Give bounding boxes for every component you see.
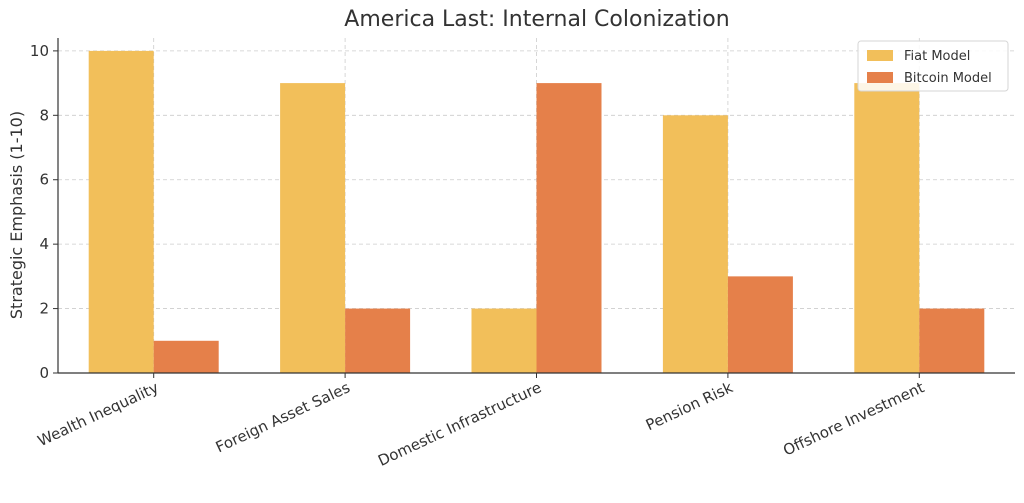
legend-label-fiat-model: Fiat Model bbox=[904, 49, 970, 64]
bar-fiat-model bbox=[280, 83, 346, 373]
y-tick-label: 0 bbox=[39, 364, 49, 382]
bar-fiat-model bbox=[662, 115, 728, 374]
bars bbox=[88, 50, 985, 374]
legend-label-bitcoin-model: Bitcoin Model bbox=[904, 71, 992, 86]
bar-bitcoin-model bbox=[727, 276, 793, 373]
legend-swatch-fiat-model bbox=[867, 50, 893, 61]
x-tick-label: Pension Risk bbox=[643, 378, 736, 434]
bar-bitcoin-model bbox=[345, 308, 411, 373]
y-tick-label: 4 bbox=[39, 235, 49, 253]
legend-swatch-bitcoin-model bbox=[867, 72, 893, 83]
y-tick-label: 8 bbox=[39, 106, 49, 124]
x-tick-label: Offshore Investment bbox=[780, 378, 927, 459]
bar-fiat-model bbox=[88, 50, 154, 374]
bar-bitcoin-model bbox=[153, 340, 219, 373]
bar-fiat-model bbox=[854, 83, 920, 373]
x-tick-label: Domestic Infrastructure bbox=[375, 378, 544, 470]
y-tick-label: 10 bbox=[30, 42, 49, 60]
bar-bitcoin-model bbox=[919, 308, 985, 373]
x-tick-label: Wealth Inequality bbox=[35, 378, 162, 450]
y-tick-label: 6 bbox=[39, 171, 49, 189]
y-axis-label: Strategic Emphasis (1-10) bbox=[7, 111, 26, 319]
bar-fiat-model bbox=[471, 308, 537, 373]
y-tick-label: 2 bbox=[39, 300, 49, 318]
legend-box bbox=[857, 40, 1009, 92]
x-tick-label: Foreign Asset Sales bbox=[213, 378, 353, 456]
legend: Fiat Model Bitcoin Model bbox=[857, 40, 1009, 92]
bar-bitcoin-model bbox=[536, 83, 602, 373]
chart-title: America Last: Internal Colonization bbox=[344, 7, 729, 32]
